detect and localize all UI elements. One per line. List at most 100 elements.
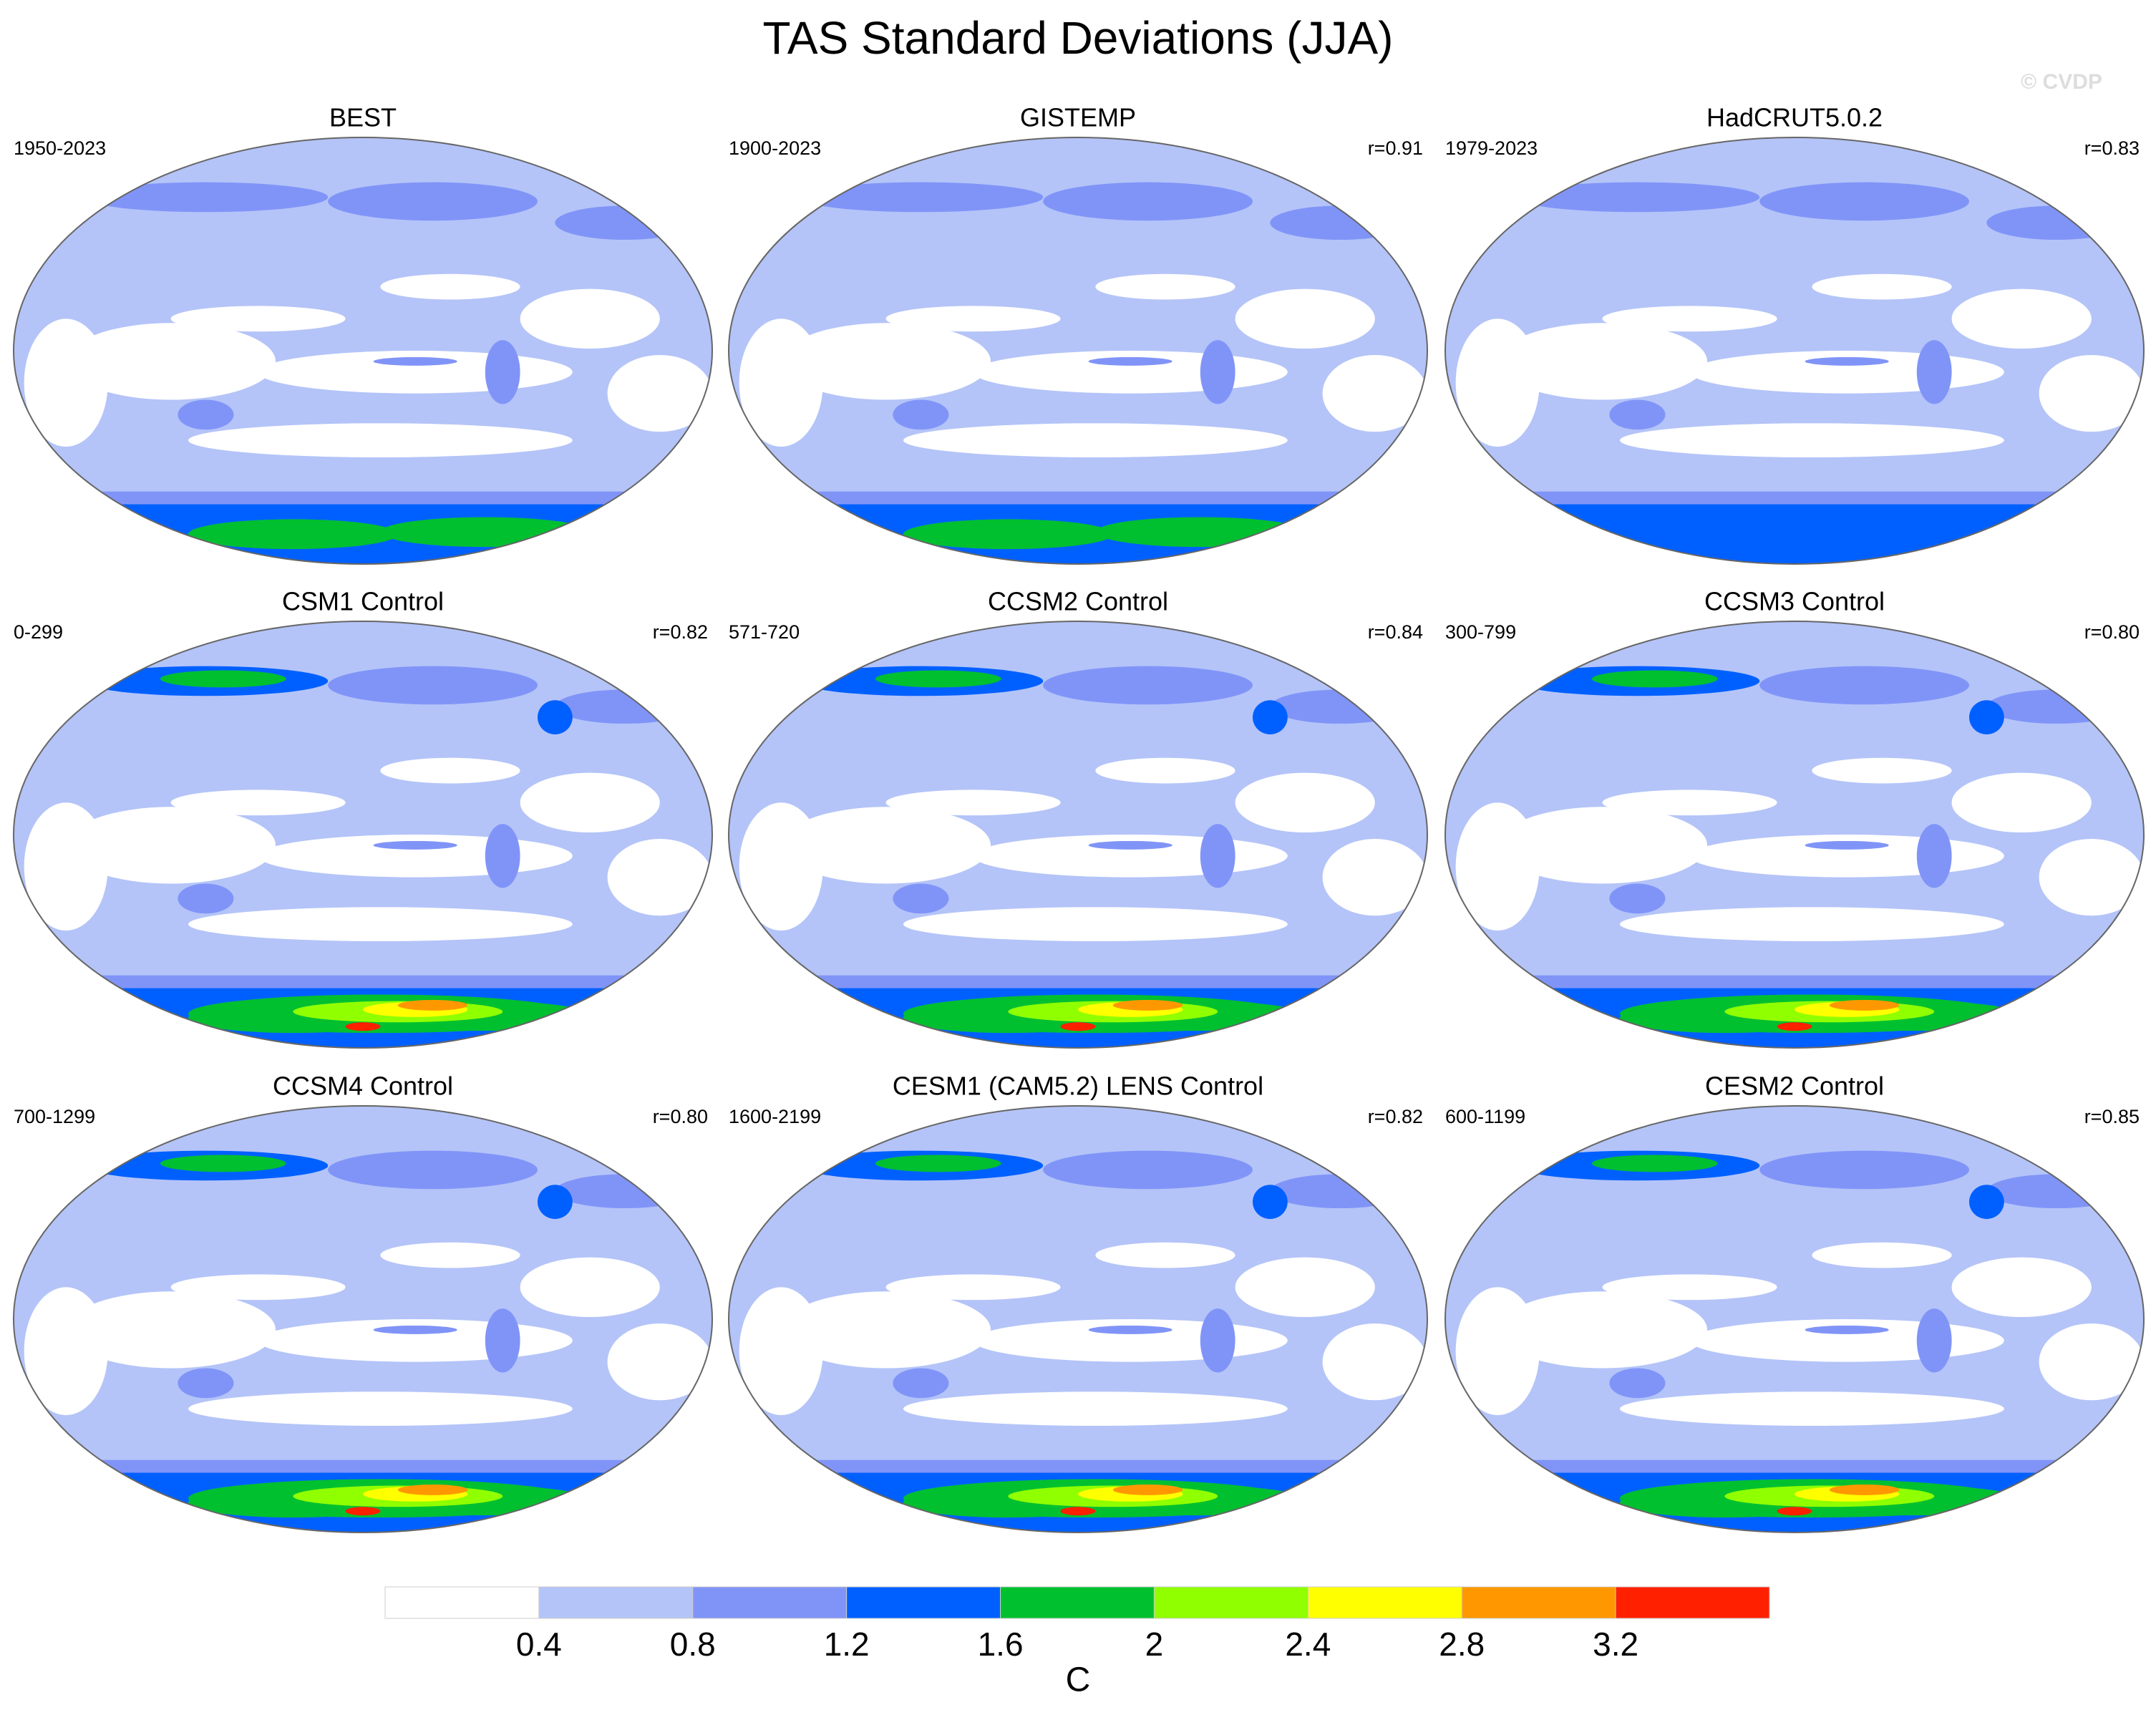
map-region xyxy=(1951,772,2092,833)
map-region xyxy=(1235,1257,1375,1318)
map-region xyxy=(893,1368,949,1399)
map-region xyxy=(781,807,991,884)
map-region xyxy=(83,182,329,213)
map xyxy=(14,1106,712,1532)
map-region xyxy=(1591,1155,1718,1172)
map-outline xyxy=(728,1105,1428,1533)
map-region xyxy=(2039,838,2144,916)
map-region xyxy=(328,182,538,221)
map-region xyxy=(188,423,573,457)
map-region xyxy=(485,340,520,404)
map-region xyxy=(328,1150,538,1190)
map-region xyxy=(373,840,457,850)
colorbar-box xyxy=(692,1586,848,1619)
map-region xyxy=(885,1274,1061,1301)
map-region xyxy=(885,306,1061,332)
map-region xyxy=(973,1319,1288,1362)
map-region xyxy=(520,1257,660,1318)
map-region xyxy=(1759,666,1970,705)
map-region xyxy=(170,306,346,332)
map-region xyxy=(2039,1323,2144,1401)
map-region xyxy=(188,519,398,550)
map-region xyxy=(66,807,276,884)
map-region xyxy=(345,1022,381,1031)
map-region xyxy=(555,205,695,241)
colorbar-tick-label: 0.4 xyxy=(516,1626,562,1663)
map xyxy=(1445,137,2144,564)
map xyxy=(1445,1106,2144,1532)
figure-title: TAS Standard Deviations (JJA) xyxy=(763,12,1394,64)
map-region xyxy=(380,517,591,548)
map-region xyxy=(1805,356,1889,366)
colorbar-tick-label: 2.4 xyxy=(1285,1626,1331,1663)
map-region xyxy=(555,1174,695,1209)
map-region xyxy=(2039,354,2144,432)
map-region xyxy=(1095,1242,1235,1268)
map-region xyxy=(1689,1319,2004,1362)
map-region xyxy=(373,1325,457,1334)
map-outline xyxy=(13,1105,713,1533)
panel-title: CSM1 Control xyxy=(282,587,444,616)
map-region xyxy=(1455,1287,1540,1416)
map-region xyxy=(188,907,573,942)
map-region xyxy=(380,757,520,784)
panel-period: 571-720 xyxy=(729,621,800,643)
map-region xyxy=(538,1185,573,1219)
map-region xyxy=(1759,182,1970,221)
colorbar-box xyxy=(1153,1586,1308,1619)
map-region xyxy=(170,1274,346,1301)
map-region xyxy=(520,772,660,833)
map-region xyxy=(1043,182,1253,221)
map-region xyxy=(160,670,286,688)
map-region xyxy=(875,670,1001,688)
map-region xyxy=(1986,1174,2127,1209)
colorbar-tick-label: 0.8 xyxy=(670,1626,716,1663)
map-region xyxy=(520,288,660,349)
panel-period: 1979-2023 xyxy=(1445,137,1538,159)
map-region xyxy=(1112,1484,1183,1495)
map-region xyxy=(798,182,1044,213)
map-region xyxy=(885,790,1061,816)
panel-title: BEST xyxy=(329,103,397,132)
panel-correlation: r=0.91 xyxy=(1368,137,1423,159)
map-region xyxy=(1689,835,2004,878)
panel-correlation: r=0.82 xyxy=(653,621,708,643)
map-region xyxy=(1060,1022,1096,1031)
map-region xyxy=(1497,1291,1708,1369)
map-region xyxy=(893,399,949,430)
colorbar-tick-label: 1.6 xyxy=(978,1626,1024,1663)
map-region xyxy=(973,835,1288,878)
panel-correlation: r=0.80 xyxy=(2084,621,2140,643)
map-region xyxy=(1602,1274,1777,1301)
map-region xyxy=(1609,1368,1666,1399)
map-region xyxy=(1916,824,1952,888)
map-region xyxy=(903,907,1288,942)
map-region xyxy=(1200,340,1235,404)
panel-period: 700-1299 xyxy=(14,1106,95,1127)
colorbar-tick-label: 3.2 xyxy=(1593,1626,1638,1663)
map-region xyxy=(739,1287,823,1416)
map-region xyxy=(24,319,108,447)
map-outline xyxy=(1444,1105,2145,1533)
map-region xyxy=(903,423,1288,457)
map-region xyxy=(607,1323,712,1401)
map-region xyxy=(903,1391,1288,1427)
colorbar-box xyxy=(538,1586,694,1619)
panel-period: 1600-2199 xyxy=(729,1106,821,1127)
map-region xyxy=(1088,1325,1172,1334)
panel-title: CESM1 (CAM5.2) LENS Control xyxy=(893,1072,1263,1101)
map-region xyxy=(1969,1185,2004,1219)
map-region xyxy=(1095,757,1235,784)
map-region xyxy=(1445,504,2144,564)
map-region xyxy=(1095,273,1235,300)
map-region xyxy=(485,1308,520,1373)
map-region xyxy=(397,999,468,1011)
map-region xyxy=(345,1507,381,1516)
panel-title: CCSM4 Control xyxy=(273,1072,453,1101)
map-region xyxy=(258,1319,573,1362)
map-region xyxy=(1322,354,1427,432)
map-region xyxy=(1200,1308,1235,1373)
map-region xyxy=(729,504,1427,564)
colorbar-box xyxy=(846,1586,1001,1619)
map-region xyxy=(328,666,538,705)
